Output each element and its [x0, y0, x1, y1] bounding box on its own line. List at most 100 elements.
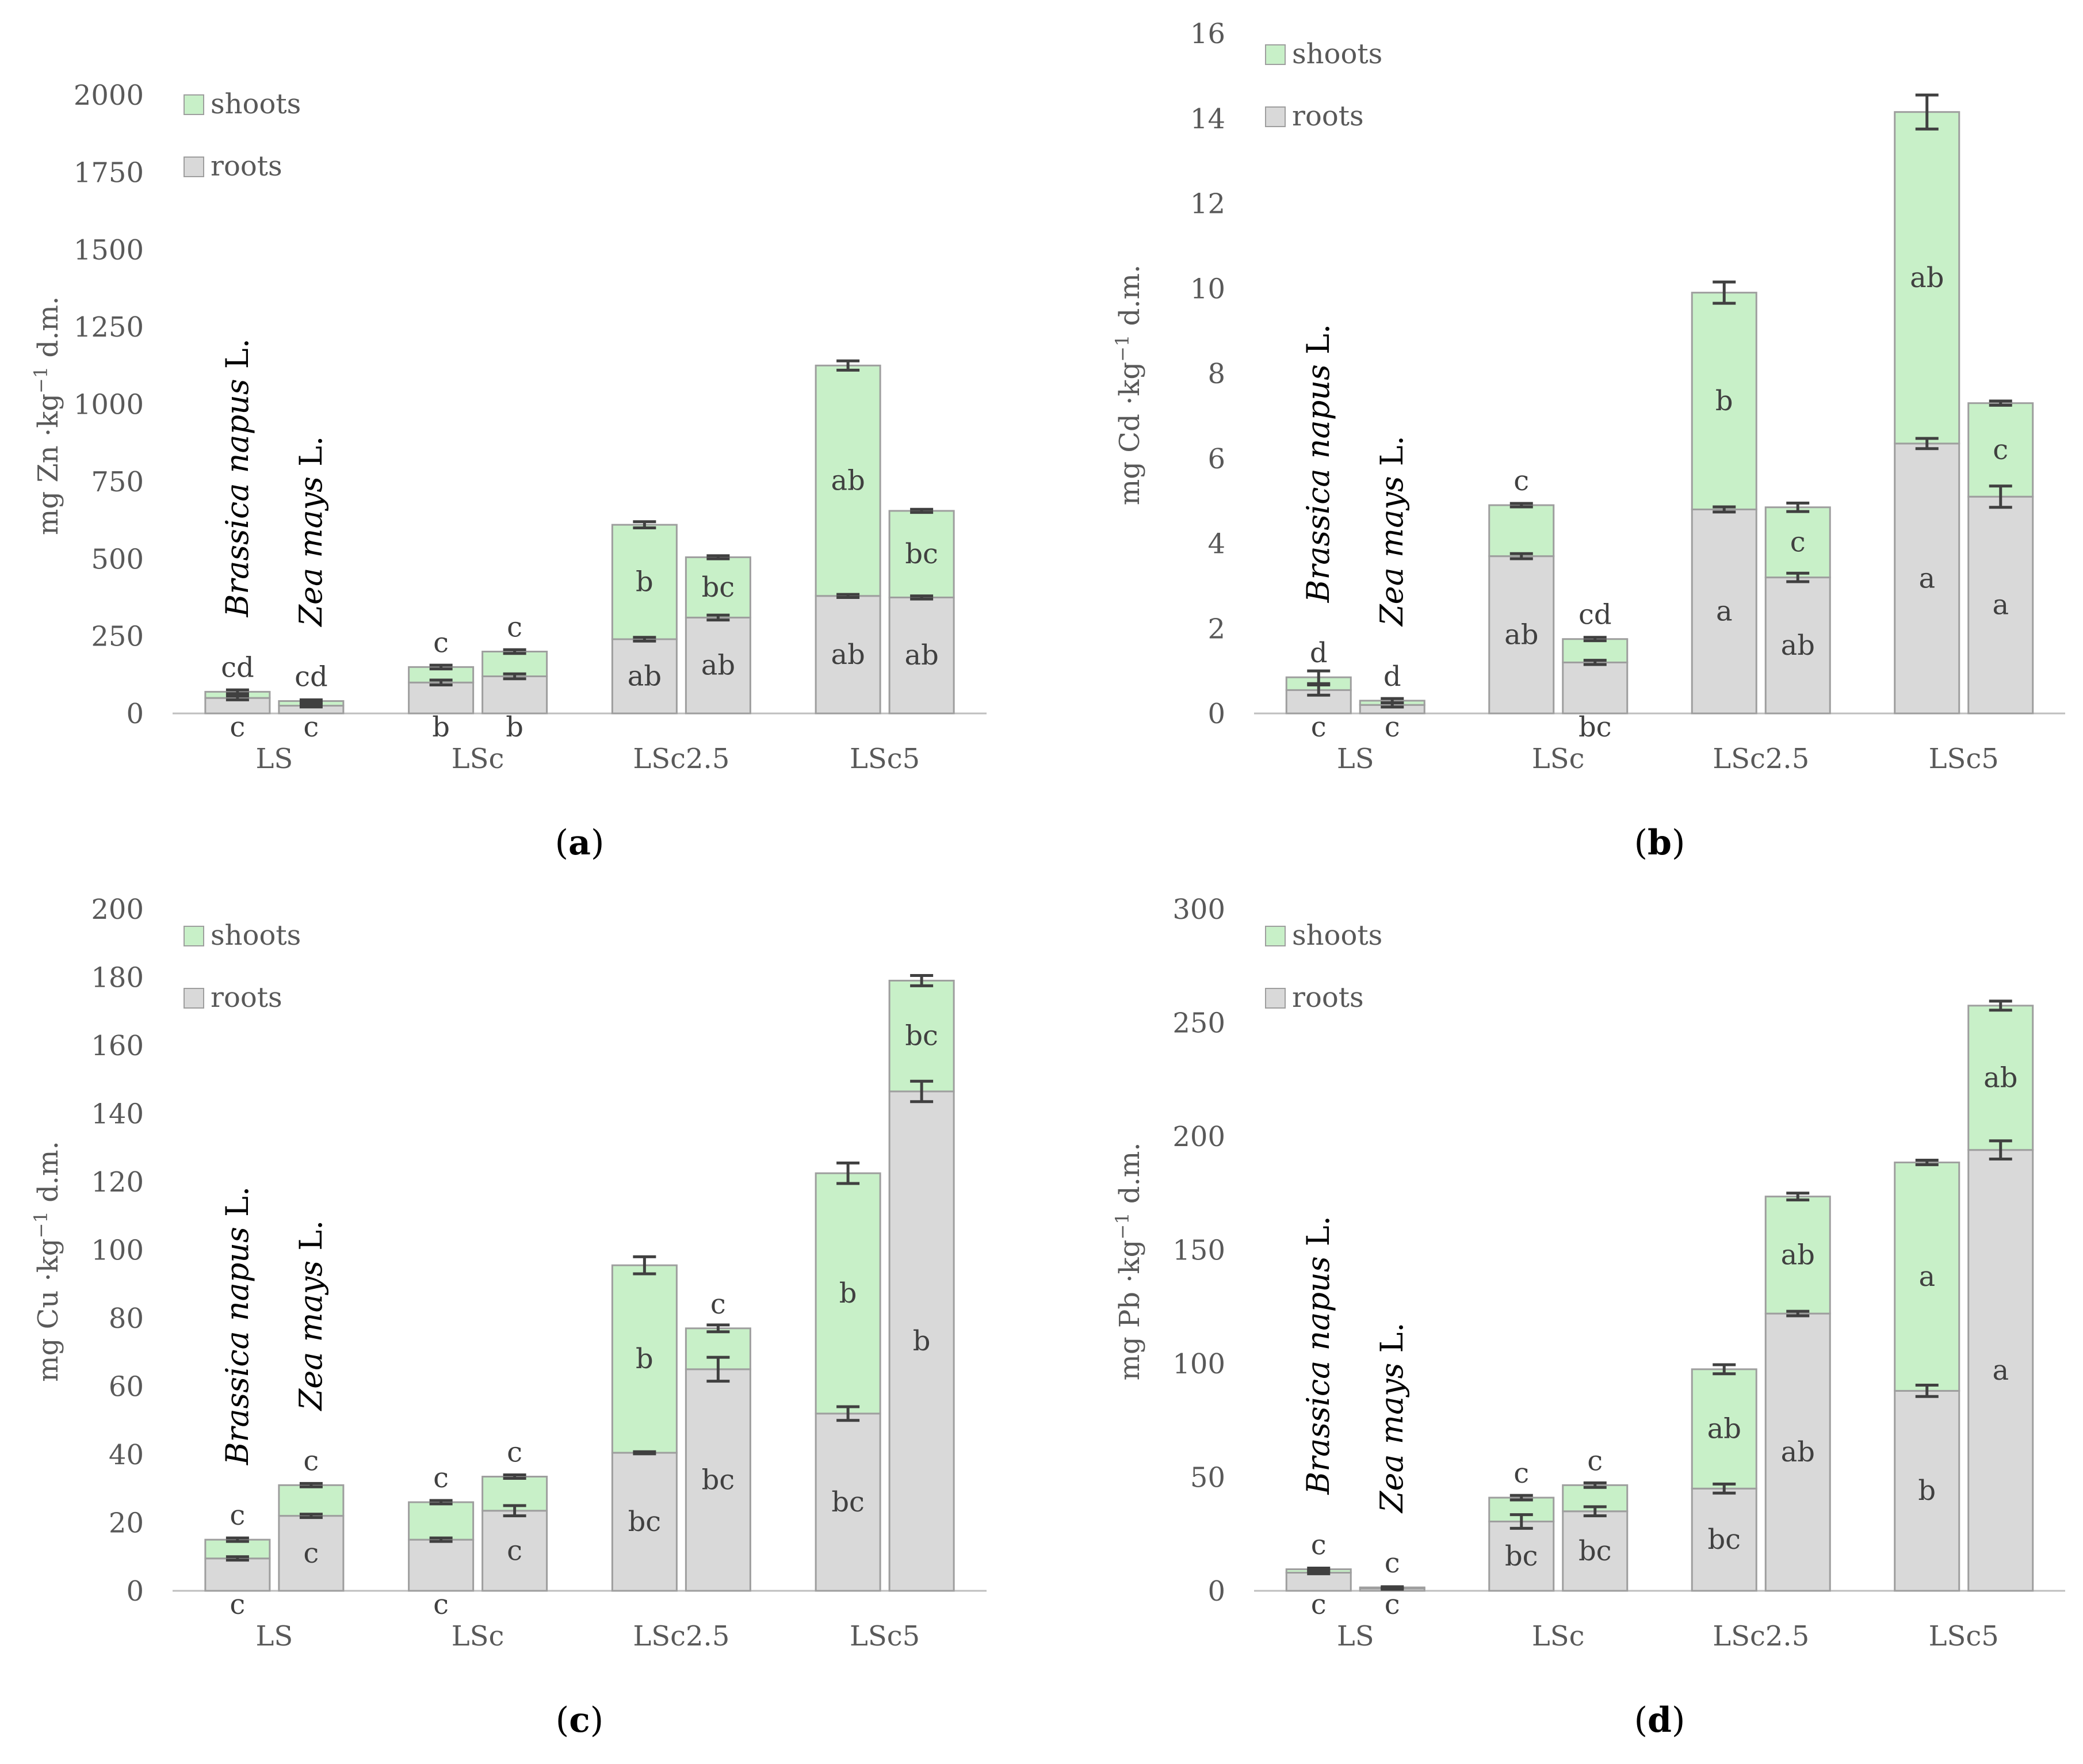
- x-tick-label: LSc5: [850, 1620, 920, 1652]
- x-tick-label: LSc: [1532, 743, 1585, 775]
- letter-shoots: c: [1385, 1547, 1400, 1579]
- species-label-zea: Zea mays L.: [293, 1220, 329, 1412]
- bar-roots: [481, 675, 548, 715]
- letter-shoots: d: [1383, 660, 1401, 693]
- letter-shoots: a: [1918, 1261, 1935, 1293]
- error-bar-shoots: [1307, 669, 1331, 685]
- error-bar-shoots: [226, 688, 249, 696]
- bar-roots: [1894, 1389, 1960, 1592]
- error-bar-shoots: [1509, 502, 1533, 509]
- error-bar-roots: [836, 593, 860, 599]
- error-bar-shoots: [633, 1255, 656, 1276]
- letter-roots: c: [1311, 1589, 1327, 1621]
- letter-roots: b: [506, 711, 523, 743]
- species-label-brassica: Brassica napus L.: [1300, 324, 1336, 603]
- legend-item-roots: roots: [1265, 100, 1364, 132]
- legend-item-shoots: shoots: [1265, 38, 1382, 70]
- error-bar-shoots: [1381, 1585, 1404, 1590]
- letter-shoots: c: [230, 1499, 245, 1532]
- error-bar-roots: [503, 672, 526, 681]
- letter-roots: c: [507, 1534, 522, 1567]
- y-tick-label: 8: [1207, 358, 1225, 390]
- species-label-zea: Zea mays L.: [1374, 1322, 1410, 1514]
- y-tick-label: 2: [1207, 613, 1225, 645]
- letter-roots: ab: [831, 639, 865, 671]
- x-tick-label: LSc: [1532, 1620, 1585, 1652]
- panel-label: (b): [1634, 823, 1685, 863]
- bar-shoots: [1764, 506, 1831, 579]
- x-tick-label: LSc5: [1929, 743, 1999, 775]
- letter-roots: c: [1311, 711, 1327, 743]
- letter-shoots: c: [1790, 526, 1806, 559]
- error-bar-shoots: [1915, 1158, 1939, 1166]
- bar-shoots: [1691, 292, 1757, 510]
- error-bar-shoots: [1713, 1363, 1736, 1376]
- y-axis-label: mg Zn ·kg−1 d.m.: [30, 296, 64, 535]
- letter-roots: ab: [701, 650, 735, 682]
- letter-roots: c: [1385, 1589, 1400, 1621]
- species-label-zea: Zea mays L.: [293, 436, 329, 628]
- y-tick-label: 10: [1190, 273, 1225, 305]
- y-tick-label: 1000: [74, 389, 144, 421]
- error-bar-shoots: [503, 648, 526, 655]
- bar-roots: [408, 1538, 475, 1592]
- bar-shoots: [278, 1484, 345, 1517]
- y-tick-label: 120: [91, 1166, 144, 1198]
- letter-shoots: b: [1715, 385, 1733, 417]
- y-axis-label: mg Cd ·kg−1 d.m.: [1111, 265, 1146, 505]
- error-bar-shoots: [1989, 399, 2012, 407]
- y-tick-label: 4: [1207, 528, 1225, 560]
- y-tick-label: 1250: [74, 311, 144, 343]
- bar-roots: [278, 1515, 345, 1592]
- letter-shoots: c: [1513, 465, 1529, 497]
- error-bar-roots: [706, 1356, 730, 1383]
- error-bar-shoots: [836, 1161, 860, 1185]
- y-tick-label: 20: [109, 1507, 144, 1540]
- legend-item-shoots: shoots: [1265, 919, 1382, 952]
- x-tick-label: LSc2.5: [1713, 1620, 1809, 1652]
- error-bar-shoots: [1307, 1567, 1331, 1572]
- bar-shoots: [1764, 1196, 1831, 1315]
- y-tick-label: 750: [91, 466, 144, 498]
- error-bar-roots: [299, 702, 323, 709]
- bar-roots: [481, 1510, 548, 1592]
- error-bar-roots: [1307, 1570, 1331, 1575]
- error-bar-roots: [633, 636, 656, 643]
- legend-item-roots: roots: [184, 982, 282, 1014]
- letter-shoots: bc: [905, 1020, 938, 1052]
- error-bar-roots: [1509, 1513, 1533, 1530]
- letter-roots: c: [303, 1537, 319, 1570]
- letter-roots: a: [1918, 562, 1935, 594]
- y-tick-label: 160: [91, 1030, 144, 1062]
- error-bar-roots: [1989, 484, 2012, 509]
- letter-roots: ab: [1781, 629, 1815, 662]
- letter-shoots: c: [1993, 434, 2008, 466]
- bar-roots: [888, 596, 955, 715]
- error-bar-roots: [910, 1079, 934, 1104]
- letter-shoots: cd: [295, 661, 328, 693]
- error-bar-roots: [1713, 505, 1736, 514]
- letter-roots: bc: [1505, 1540, 1538, 1572]
- panel-a-zn-chart: 0 250 500 750 1000 1250 1500 1750 2000 mg Zn ·kg−…: [30, 79, 987, 863]
- bar-shoots: [1967, 402, 2034, 498]
- letter-shoots: c: [1513, 1457, 1529, 1490]
- letter-shoots: ab: [1781, 1239, 1815, 1271]
- bar-roots: [1764, 576, 1831, 715]
- letter-roots: c: [433, 1589, 449, 1621]
- letter-roots: ab: [904, 639, 938, 671]
- x-tick-label: LSc2.5: [633, 1620, 729, 1652]
- x-tick-label: LSc5: [1929, 1620, 1999, 1652]
- y-axis-label: mg Pb ·kg−1 d.m.: [1111, 1142, 1146, 1380]
- y-tick-label: 14: [1190, 103, 1225, 135]
- letter-shoots: ab: [831, 465, 865, 497]
- bar-roots: [1967, 495, 2034, 715]
- letter-shoots: c: [507, 1437, 522, 1469]
- error-bar-shoots: [633, 520, 656, 529]
- bar-roots: [1562, 661, 1629, 715]
- bar-roots: [685, 1368, 751, 1592]
- error-bar-roots: [1786, 1309, 1810, 1318]
- y-tick-label: 180: [91, 962, 144, 994]
- legend-label: roots: [1292, 100, 1364, 132]
- bar-roots: [815, 1412, 881, 1592]
